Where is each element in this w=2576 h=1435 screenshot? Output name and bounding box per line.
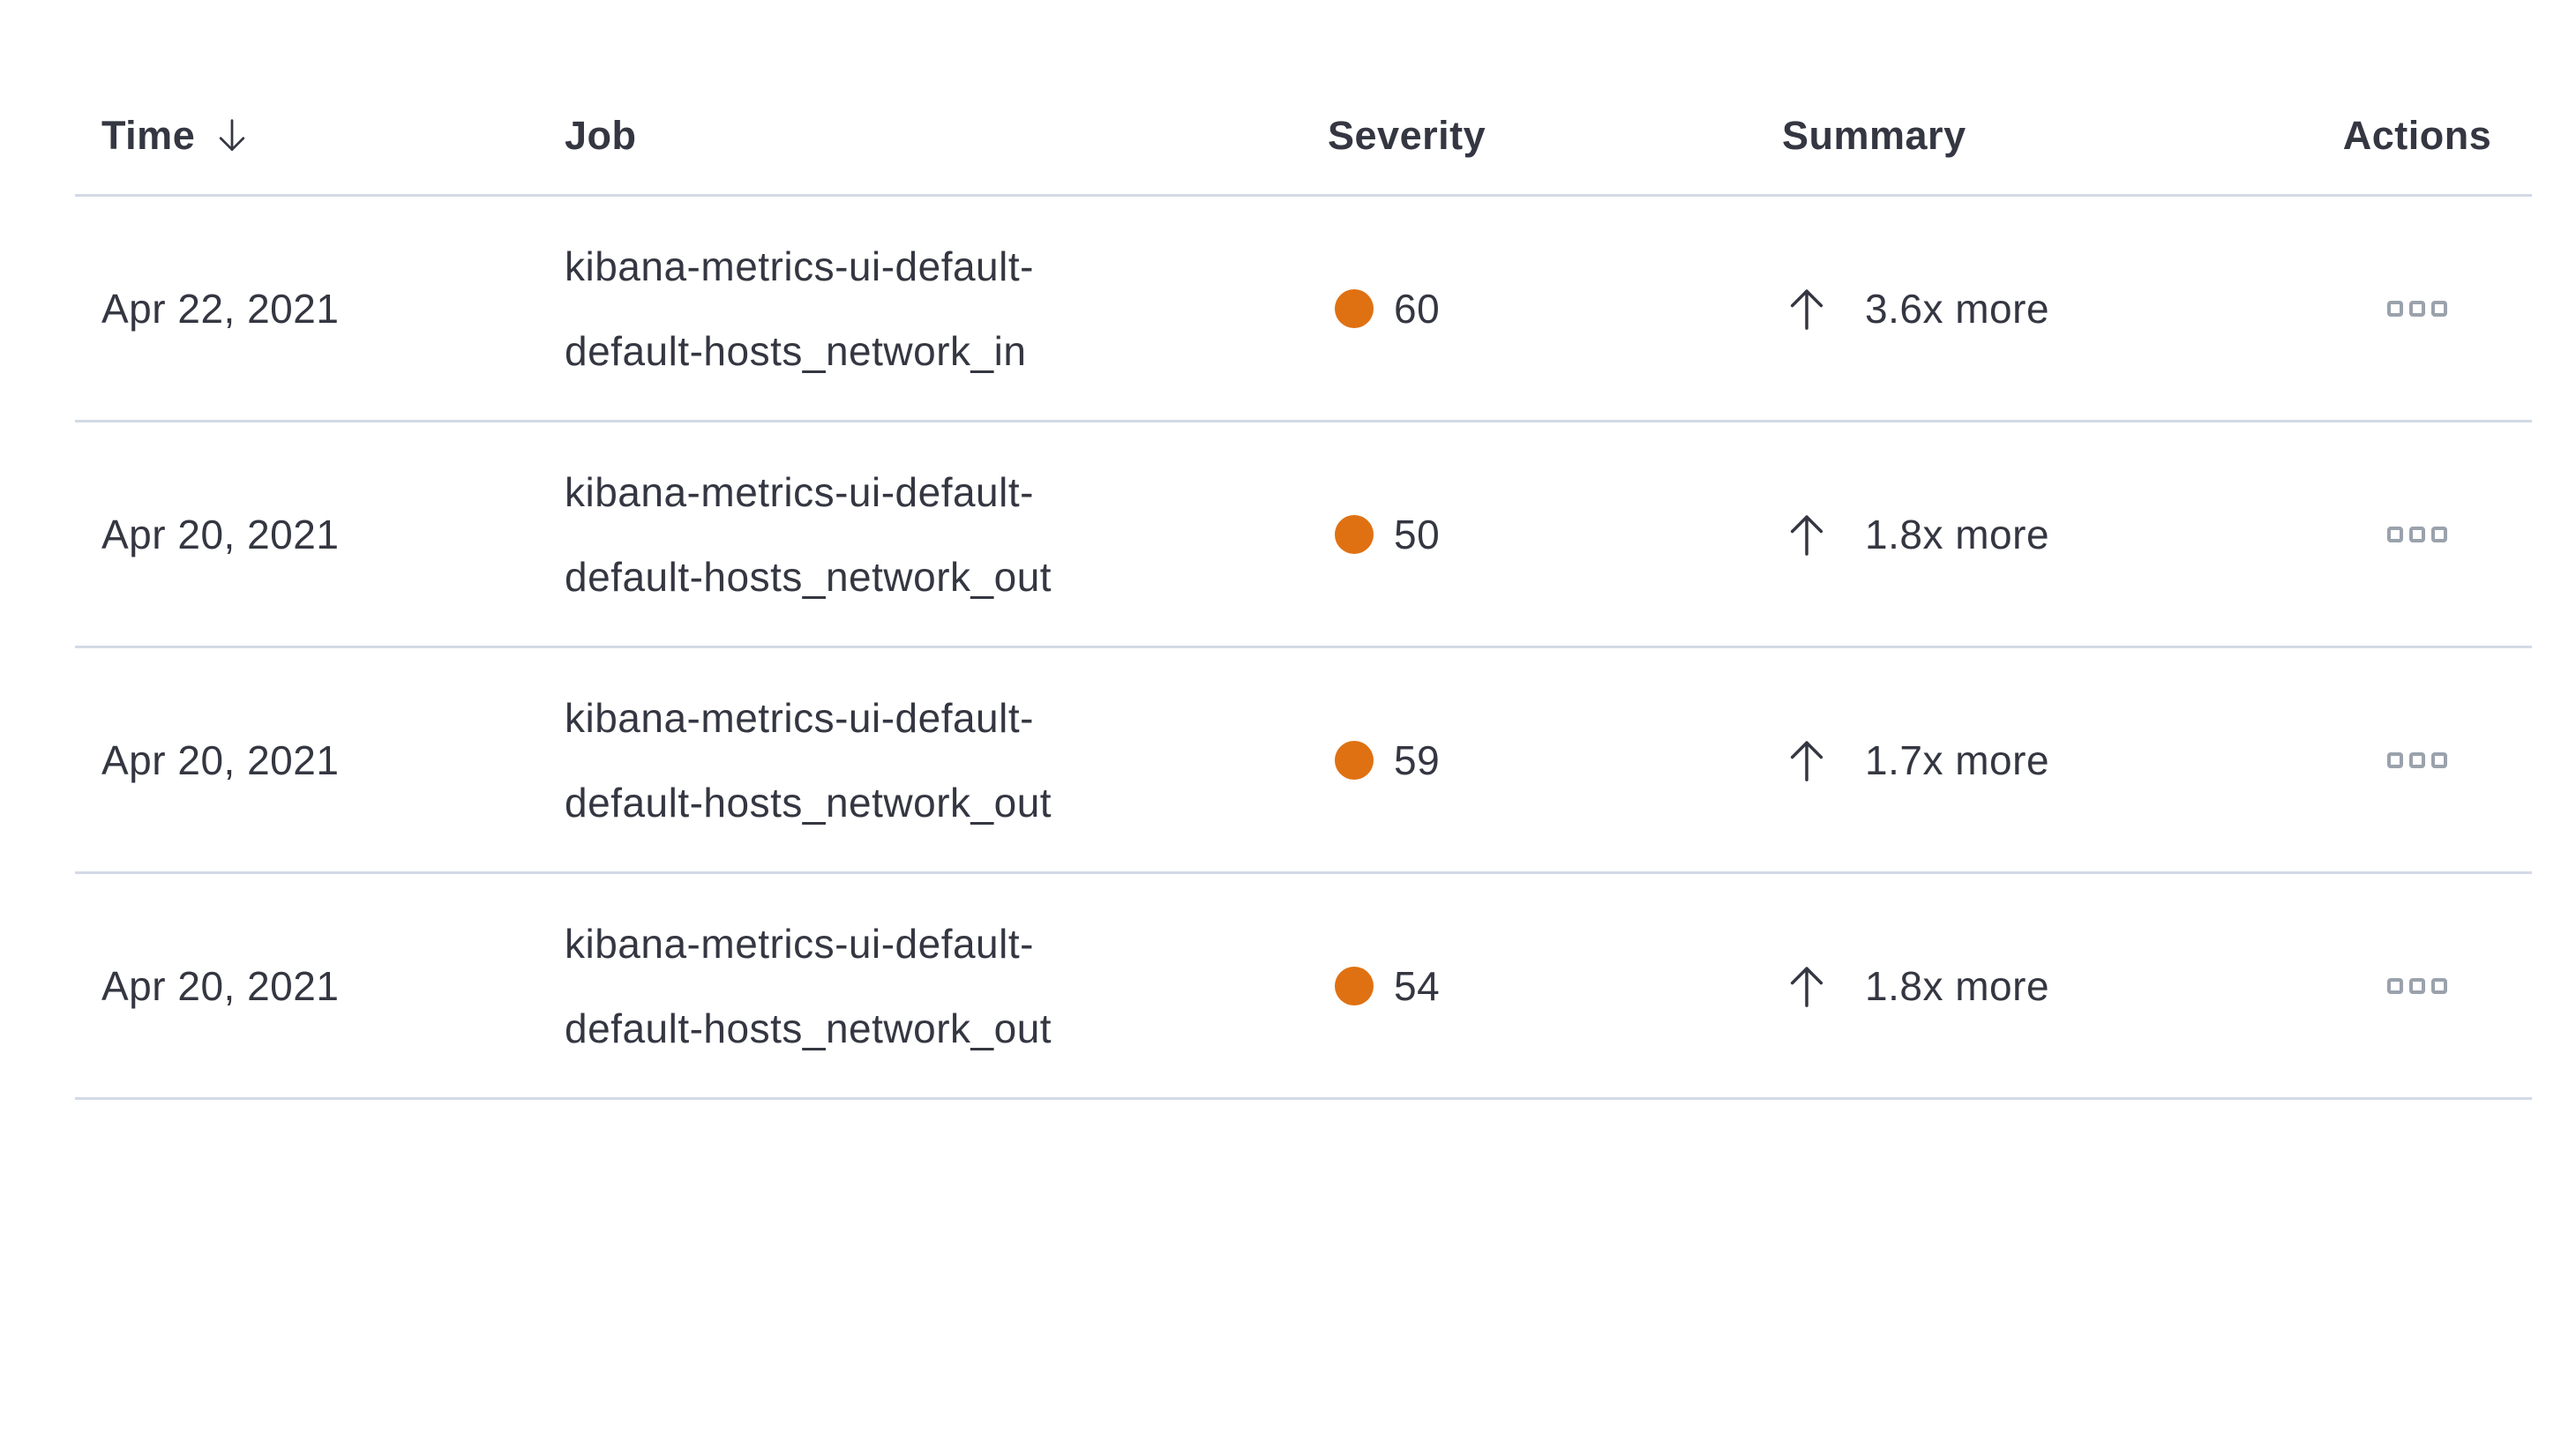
severity-dot-icon xyxy=(1335,966,1374,1005)
summary-cell: 3.6x more xyxy=(1782,284,2303,333)
boxes-horizontal-icon xyxy=(2387,977,2403,994)
job-cell: kibana-metrics-ui-default- default-hosts… xyxy=(565,676,1328,845)
job-name-line: default-hosts_network_out xyxy=(565,1005,1052,1051)
summary-cell: 1.8x more xyxy=(1782,961,2303,1011)
job-cell: kibana-metrics-ui-default- default-hosts… xyxy=(565,224,1328,393)
boxes-horizontal-icon xyxy=(2431,526,2447,542)
column-header-severity: Severity xyxy=(1328,113,1486,158)
boxes-horizontal-icon xyxy=(2431,300,2447,317)
summary-text: 1.8x more xyxy=(1865,511,2050,557)
actions-cell xyxy=(2303,744,2532,777)
time-cell: Apr 20, 2021 xyxy=(101,962,340,1009)
severity-score: 60 xyxy=(1394,285,1441,332)
severity-cell: 54 xyxy=(1328,962,1782,1010)
severity-score: 50 xyxy=(1394,511,1441,557)
job-name-line: kibana-metrics-ui-default- xyxy=(565,920,1034,967)
arrow-up-icon xyxy=(1782,284,1831,333)
row-actions-button[interactable] xyxy=(2378,969,2456,1003)
severity-dot-icon xyxy=(1335,514,1374,554)
column-header-summary: Summary xyxy=(1782,113,1966,158)
boxes-horizontal-icon xyxy=(2387,751,2403,768)
column-header-time-label: Time xyxy=(101,113,196,158)
summary-cell: 1.7x more xyxy=(1782,736,2303,785)
column-header-time[interactable]: Time xyxy=(75,113,565,159)
severity-cell: 60 xyxy=(1328,285,1782,333)
boxes-horizontal-icon xyxy=(2431,977,2447,994)
summary-text: 1.8x more xyxy=(1865,962,2050,1009)
job-name-line: default-hosts_network_out xyxy=(565,779,1052,826)
table-row: Apr 20, 2021 kibana-metrics-ui-default- … xyxy=(75,648,2532,874)
arrow-up-icon xyxy=(1782,510,1831,559)
boxes-horizontal-icon xyxy=(2409,977,2425,994)
actions-cell xyxy=(2303,969,2532,1003)
row-actions-button[interactable] xyxy=(2378,518,2456,551)
time-cell: Apr 20, 2021 xyxy=(101,511,340,557)
arrow-up-icon xyxy=(1782,736,1831,785)
table-row: Apr 20, 2021 kibana-metrics-ui-default- … xyxy=(75,874,2532,1100)
sort-descending-icon xyxy=(213,116,251,156)
boxes-horizontal-icon xyxy=(2409,526,2425,542)
job-cell: kibana-metrics-ui-default- default-hosts… xyxy=(565,901,1328,1071)
anomalies-table: Time Job Severity Summary Actions Apr 22… xyxy=(75,78,2532,1100)
arrow-up-icon xyxy=(1782,961,1831,1011)
column-header-job: Job xyxy=(565,113,637,158)
boxes-horizontal-icon xyxy=(2387,300,2403,317)
summary-text: 3.6x more xyxy=(1865,285,2050,332)
actions-cell xyxy=(2303,292,2532,325)
boxes-horizontal-icon xyxy=(2409,751,2425,768)
column-header-actions: Actions xyxy=(2342,113,2492,158)
time-cell: Apr 22, 2021 xyxy=(101,285,340,332)
severity-score: 59 xyxy=(1394,736,1441,783)
job-name-line: kibana-metrics-ui-default- xyxy=(565,243,1034,289)
job-cell: kibana-metrics-ui-default- default-hosts… xyxy=(565,450,1328,619)
job-name-line: default-hosts_network_out xyxy=(565,553,1052,600)
summary-text: 1.7x more xyxy=(1865,736,2050,783)
table-row: Apr 20, 2021 kibana-metrics-ui-default- … xyxy=(75,422,2532,648)
severity-score: 54 xyxy=(1394,962,1441,1009)
boxes-horizontal-icon xyxy=(2387,526,2403,542)
job-name-line: kibana-metrics-ui-default- xyxy=(565,694,1034,741)
job-name-line: default-hosts_network_in xyxy=(565,327,1027,374)
table-header-row: Time Job Severity Summary Actions xyxy=(75,78,2532,197)
boxes-horizontal-icon xyxy=(2431,751,2447,768)
table-row: Apr 22, 2021 kibana-metrics-ui-default- … xyxy=(75,197,2532,422)
summary-cell: 1.8x more xyxy=(1782,510,2303,559)
row-actions-button[interactable] xyxy=(2378,744,2456,777)
severity-dot-icon xyxy=(1335,740,1374,780)
severity-cell: 50 xyxy=(1328,511,1782,558)
row-actions-button[interactable] xyxy=(2378,292,2456,325)
actions-cell xyxy=(2303,518,2532,551)
time-cell: Apr 20, 2021 xyxy=(101,736,340,783)
job-name-line: kibana-metrics-ui-default- xyxy=(565,468,1034,515)
severity-dot-icon xyxy=(1335,288,1374,328)
severity-cell: 59 xyxy=(1328,736,1782,784)
boxes-horizontal-icon xyxy=(2409,300,2425,317)
